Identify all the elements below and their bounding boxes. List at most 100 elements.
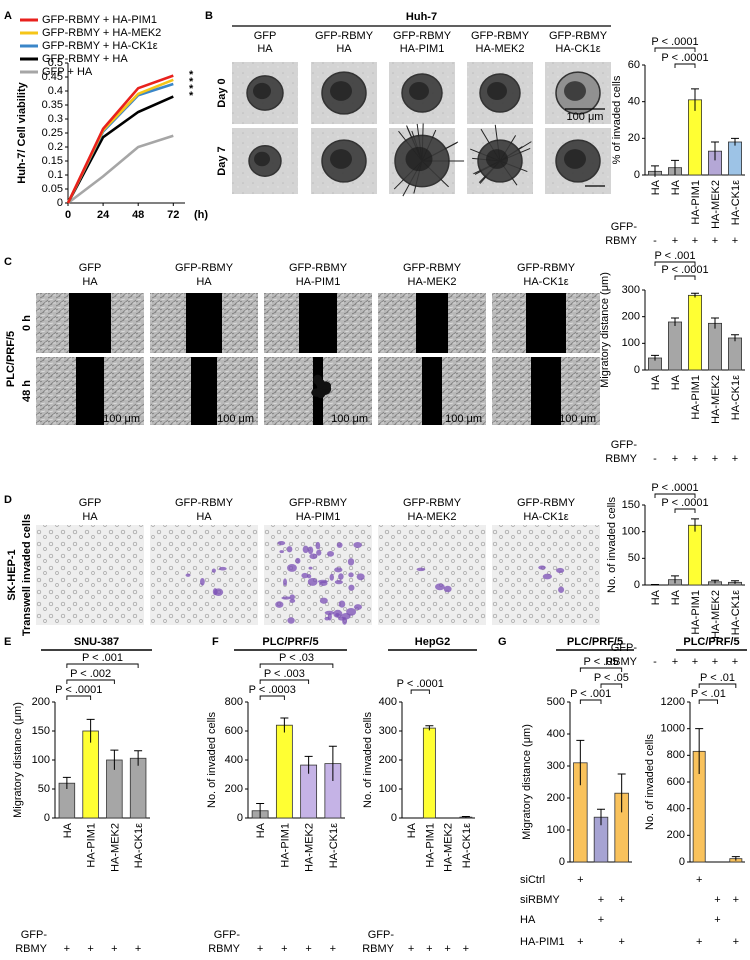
invaded-cell (218, 566, 227, 571)
condition-sign: + (598, 894, 604, 906)
wound-remnant (315, 378, 325, 389)
chart-title: PLC/PRF/5 (683, 636, 739, 648)
column-header: HA-MEK2 (476, 43, 525, 55)
spheroid-core (330, 149, 352, 169)
bar (688, 294, 703, 371)
y-tick-label: 400 (379, 696, 397, 708)
y-tick-label: 0 (679, 856, 685, 868)
condition-sign: + (463, 943, 469, 955)
x-tick-label: HA-MEK2 (109, 823, 121, 872)
y-axis-label: No. of invaded cells (644, 734, 656, 830)
panel-letter: E (4, 636, 11, 648)
significance-bracket (579, 699, 602, 704)
condition-label: RBMY (605, 656, 637, 668)
error-bar (711, 317, 719, 329)
y-tick-label: 0.05 (42, 183, 63, 195)
error-bar (691, 292, 699, 298)
invaded-cell (324, 616, 330, 621)
invaded-cell (319, 597, 328, 604)
panel-letter: C (4, 256, 12, 268)
bar (708, 322, 723, 371)
x-tick-label: HA (670, 179, 682, 195)
condition-sign: + (672, 235, 678, 247)
condition-sign: + (732, 235, 738, 247)
error-bar (671, 317, 679, 326)
y-tick-label: 200 (32, 696, 50, 708)
y-tick-label: 400 (225, 754, 243, 766)
significance-label: P < .001 (82, 652, 123, 664)
condition-sign: + (444, 943, 450, 955)
condition-label: HA-PIM1 (520, 936, 565, 948)
invaded-cell (333, 609, 343, 618)
significance-bracket (259, 679, 310, 684)
significance-bracket (698, 699, 718, 704)
invaded-cell (558, 586, 565, 593)
column-header: HA-CK1ε (523, 511, 568, 523)
error-bar (328, 745, 337, 782)
y-tick-label: 800 (667, 749, 685, 761)
significance-bracket (66, 663, 139, 668)
significance-bracket (654, 47, 696, 52)
condition-label: GFP- (611, 642, 638, 654)
side-label: SK-HEP-1 (6, 549, 18, 600)
panel-letter: D (4, 494, 12, 506)
invaded-cell (199, 577, 205, 586)
x-tick-label: 0 (65, 209, 71, 221)
invaded-cell (356, 573, 365, 581)
wound-gap (531, 357, 561, 425)
invaded-cell (295, 557, 301, 564)
invaded-cell (315, 541, 321, 550)
error-bar (110, 749, 119, 770)
condition-sign: + (281, 943, 287, 955)
micrograph (36, 525, 144, 625)
significance-bracket (410, 689, 430, 694)
significance-label: P < .01 (700, 672, 735, 684)
condition-sign: + (618, 936, 624, 948)
x-tick-label: HA-CK1ε (328, 823, 340, 868)
invaded-cell (353, 604, 362, 611)
y-tick-label: 40 (628, 96, 640, 108)
series-line (67, 134, 174, 205)
y-tick-label: 0 (57, 197, 63, 209)
condition-label: siRBMY (520, 894, 560, 906)
significance-label: P < .003 (264, 668, 305, 680)
y-tick-label: 0.3 (48, 113, 63, 125)
column-header: GFP-RBMY (517, 262, 576, 274)
invaded-cell (542, 573, 552, 580)
column-header: GFP-RBMY (403, 262, 462, 274)
significance-label: P < .0003 (249, 684, 296, 696)
spheroid-core (487, 82, 507, 100)
condition-sign: + (257, 943, 263, 955)
legend-label: GFP-RBMY + HA-PIM1 (42, 14, 157, 26)
y-tick-label: 0.15 (42, 155, 63, 167)
condition-sign: + (64, 943, 70, 955)
y-tick-label: 50 (628, 552, 640, 564)
column-header: HA (82, 276, 98, 288)
y-tick-label: 50 (38, 783, 50, 795)
bar (275, 724, 293, 819)
significance-label: P < .0001 (661, 497, 708, 509)
x-tick-label: HA-PIM1 (690, 375, 702, 420)
chart-title: PLC/PRF/5 (262, 636, 318, 648)
x-tick-label: 48 (132, 209, 144, 221)
x-tick-label: HA-MEK2 (710, 180, 722, 229)
x-tick-label: HA-MEK2 (710, 375, 722, 424)
bar (422, 727, 436, 819)
x-tick-label: HA (650, 179, 662, 195)
condition-sign: + (732, 453, 738, 465)
annotation: * (189, 90, 194, 102)
invaded-cell (277, 541, 286, 546)
column-header: GFP-RBMY (471, 30, 530, 42)
y-tick-label: 300 (379, 725, 397, 737)
column-header: GFP-RBMY (289, 497, 348, 509)
invaded-cell (348, 584, 355, 591)
scale-bar-label: 100 μm (331, 413, 368, 425)
invaded-cell (348, 572, 354, 578)
y-tick-label: 800 (225, 696, 243, 708)
x-tick-label: HA-CK1ε (730, 590, 742, 635)
significance-label: P < .0001 (397, 678, 444, 690)
y-tick-label: 0 (634, 169, 640, 181)
column-header: HA-MEK2 (408, 511, 457, 523)
error-bar (280, 717, 289, 733)
invaded-cell (334, 580, 343, 585)
